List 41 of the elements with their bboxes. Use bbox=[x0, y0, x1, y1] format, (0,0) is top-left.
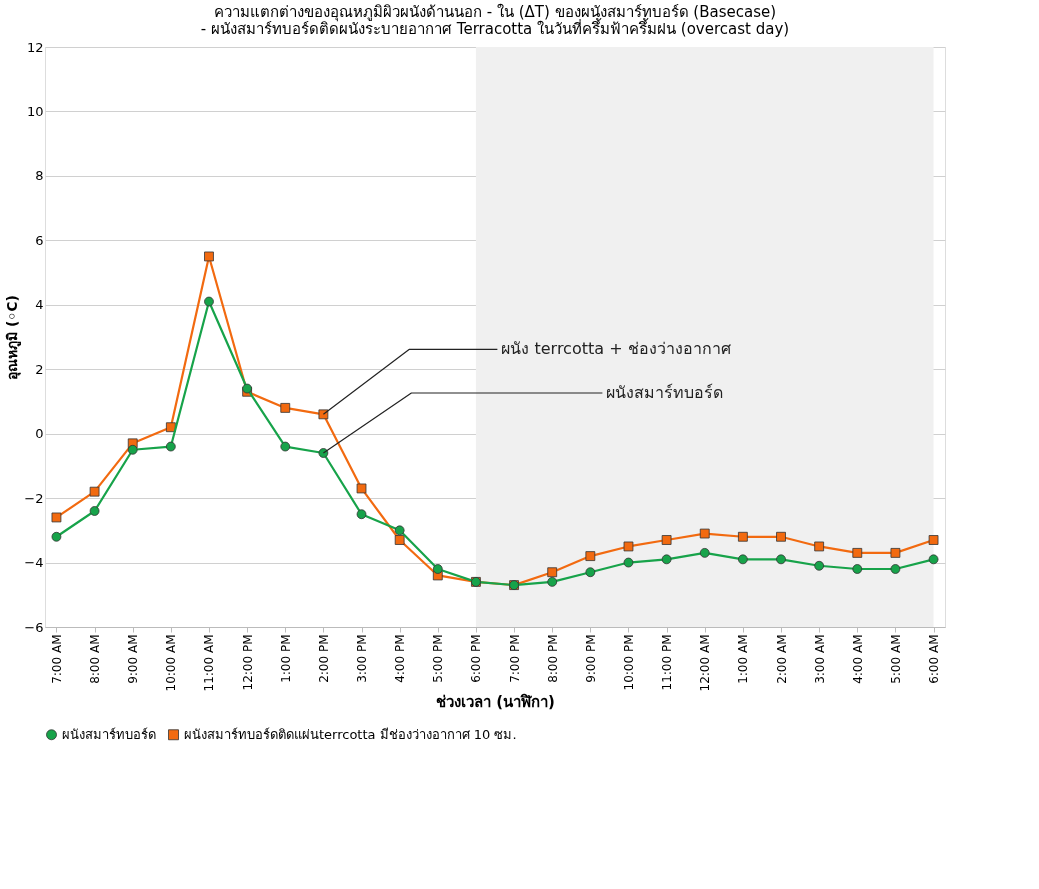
y-tick-label: −4 bbox=[24, 555, 44, 571]
x-tick-label: 5:00 AM bbox=[888, 634, 903, 684]
x-tick-label: 5:00 PM bbox=[431, 634, 446, 683]
y-tick-label: 6 bbox=[35, 232, 44, 248]
y-tick-label: 2 bbox=[35, 361, 44, 377]
x-tick-label: 3:00 AM bbox=[812, 634, 827, 684]
x-tick-label: 1:00 AM bbox=[736, 634, 751, 684]
x-tick-label: 12:00 PM bbox=[240, 634, 255, 691]
x-axis-title: ช่วงเวลา (นาฬิกา) bbox=[436, 693, 555, 712]
x-tick-label: 7:00 PM bbox=[507, 634, 522, 683]
chart-title: ความแตกต่างของอุณหภูมิผิวผนังด้านนอก - ใน (ΔT) ของผนังสมาร์ทบอร์ด (Basecase) - ผนังสมาร์ทบอร์ดติดผนังระบายอากาศ Terracotta ในวันที่ครึ้มฟ้าครึ้มฝน (overcast day) bbox=[200, 3, 790, 38]
y-tick-label: −2 bbox=[24, 490, 44, 506]
x-tick-label: 11:00 AM bbox=[202, 634, 217, 692]
y-tick-label: 10 bbox=[26, 103, 44, 119]
y-tick-label: 8 bbox=[35, 168, 44, 184]
legend-label: ผนังสมาร์ทบอร์ด bbox=[62, 726, 156, 742]
x-tick-label: 11:00 PM bbox=[660, 634, 675, 691]
annotation: ผนัง terrcotta + ช่องว่างอากาศ bbox=[501, 339, 731, 359]
x-tick-label: 10:00 PM bbox=[621, 634, 636, 691]
x-tick-label: 6:00 PM bbox=[469, 634, 484, 683]
x-tick-label: 4:00 AM bbox=[850, 634, 865, 684]
y-tick-label: −6 bbox=[24, 619, 44, 635]
x-tick-label: 6:00 AM bbox=[927, 634, 942, 684]
annotation: ผนังสมาร์ทบอร์ด bbox=[606, 383, 724, 402]
x-tick-label: 4:00 PM bbox=[393, 634, 408, 683]
y-tick-label: 0 bbox=[35, 426, 44, 442]
x-tick-label: 2:00 PM bbox=[316, 634, 331, 683]
y-tick-label: 4 bbox=[35, 297, 44, 313]
x-tick-label: 8:00 PM bbox=[545, 634, 560, 683]
y-tick-label: 12 bbox=[26, 39, 44, 55]
x-tick-label: 9:00 AM bbox=[126, 634, 141, 684]
x-tick-label: 8:00 AM bbox=[88, 634, 103, 684]
x-tick-label: 10:00 AM bbox=[164, 634, 179, 692]
legend-label: ผนังสมาร์ทบอร์ดติดแผ่นterrcotta มีช่องว่างอากาศ 10 ซม. bbox=[184, 726, 517, 742]
x-tick-label: 12:00 AM bbox=[698, 634, 713, 692]
x-tick-label: 7:00 AM bbox=[49, 634, 64, 684]
y-axis-title: อุณหภูมิ (◦C) bbox=[4, 295, 22, 380]
x-tick-label: 2:00 AM bbox=[774, 634, 789, 684]
x-tick-label: 3:00 PM bbox=[355, 634, 370, 683]
x-tick-label: 9:00 PM bbox=[583, 634, 598, 683]
x-tick-label: 1:00 PM bbox=[278, 634, 293, 683]
